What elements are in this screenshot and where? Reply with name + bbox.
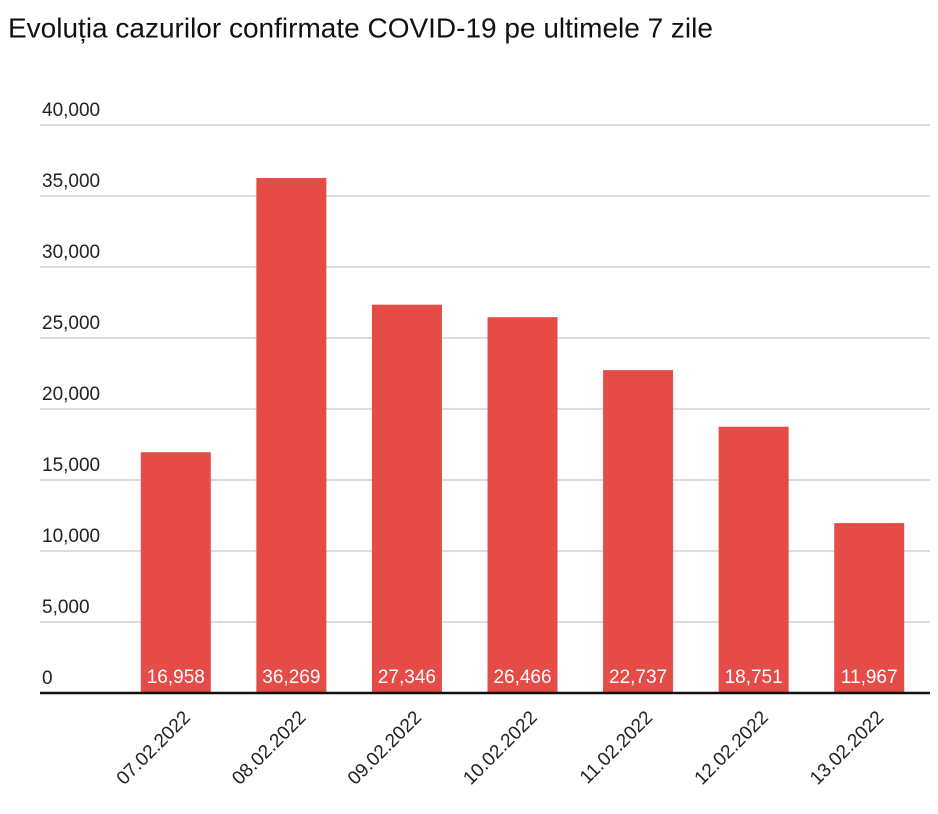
value-label: 26,466 [493,667,551,688]
y-tick-label: 0 [42,668,53,689]
x-tick-label: 11.02.2022 [576,707,657,788]
bar [603,370,674,693]
value-label: 27,346 [378,667,436,688]
y-tick-label: 20,000 [42,384,100,405]
y-tick-label: 25,000 [42,313,100,334]
x-tick-label: 08.02.2022 [228,707,310,789]
x-tick-label: 09.02.2022 [344,707,426,789]
bar [140,452,211,693]
x-tick-label: 07.02.2022 [113,707,195,789]
value-label: 16,958 [147,667,205,688]
x-tick-label: 10.02.2022 [459,707,541,789]
bar [718,426,789,693]
y-tick-label: 5,000 [42,597,90,618]
bar [487,317,558,693]
value-label: 18,751 [725,667,783,688]
x-tick-label: 13.02.2022 [806,707,888,789]
y-tick-label: 10,000 [42,526,100,547]
y-tick-label: 40,000 [42,100,100,121]
bar [834,523,905,693]
chart-title: Evoluția cazurilor confirmate COVID-19 p… [8,12,713,43]
value-label: 22,737 [609,667,667,688]
value-label: 11,967 [841,667,898,688]
y-tick-label: 30,000 [42,242,100,263]
value-label: 36,269 [262,667,320,688]
x-tick-label: 12.02.2022 [691,707,773,789]
y-tick-label: 15,000 [42,455,100,476]
bar [256,177,327,693]
bar [371,304,442,693]
y-tick-label: 35,000 [42,171,100,192]
